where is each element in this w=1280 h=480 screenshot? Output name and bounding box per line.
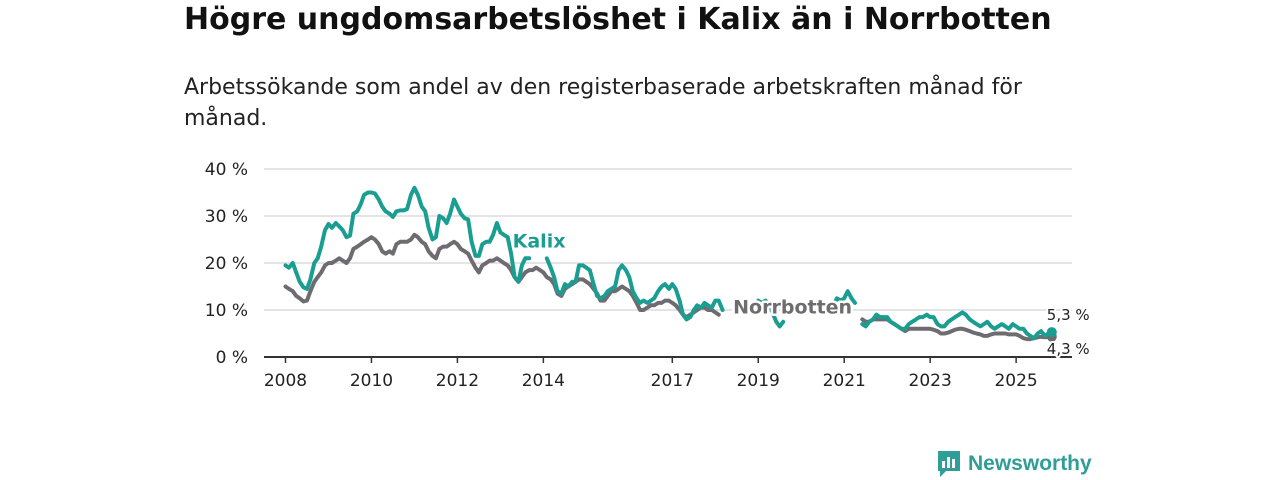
y-axis-ticks: 0 % 10 % 20 % 30 % 40 % bbox=[205, 160, 248, 368]
series-line-kalix bbox=[283, 185, 1054, 341]
y-tick-label: 30 % bbox=[205, 207, 248, 227]
y-tick-label: 20 % bbox=[205, 254, 248, 274]
x-tick-label: 2010 bbox=[350, 371, 393, 391]
newsworthy-brand[interactable]: Newsworthy bbox=[936, 448, 1092, 480]
series-lines bbox=[283, 185, 1057, 342]
end-value-label-kalix: 5,3 % bbox=[1047, 306, 1090, 324]
gridlines bbox=[264, 168, 1072, 358]
newsworthy-logo-icon bbox=[938, 451, 960, 477]
x-tick-label: 2014 bbox=[522, 371, 565, 391]
x-tick-label: 2023 bbox=[909, 371, 952, 391]
chart-title: Högre ungdomsarbetslöshet i Kalix än i N… bbox=[184, 2, 1052, 37]
x-tick-label: 2008 bbox=[264, 371, 307, 391]
x-axis-ticks: 2008 2010 2012 2014 2017 2019 2021 2023 2025 bbox=[264, 357, 1038, 391]
x-tick-label: 2025 bbox=[994, 371, 1037, 391]
y-tick-label: 10 % bbox=[205, 301, 248, 321]
y-tick-label: 0 % bbox=[216, 348, 248, 368]
chart-subtitle: Arbetssökande som andel av den registerb… bbox=[184, 75, 1022, 131]
series-endpoint-kalix bbox=[1046, 327, 1057, 338]
x-tick-label: 2017 bbox=[651, 371, 694, 391]
y-tick-label: 40 % bbox=[205, 160, 248, 180]
end-value-label-norrbotten: 4,3 % bbox=[1047, 340, 1090, 358]
series-label-norrbotten: Norrbotten bbox=[733, 296, 852, 318]
x-tick-label: 2012 bbox=[436, 371, 479, 391]
x-tick-label: 2019 bbox=[737, 371, 780, 391]
x-tick-label: 2021 bbox=[823, 371, 866, 391]
series-labels: Kalix Norrbotten 5,3 % 4,3 % bbox=[510, 228, 1092, 360]
series-label-kalix: Kalix bbox=[513, 230, 566, 252]
brand-name: Newsworthy bbox=[968, 452, 1092, 475]
